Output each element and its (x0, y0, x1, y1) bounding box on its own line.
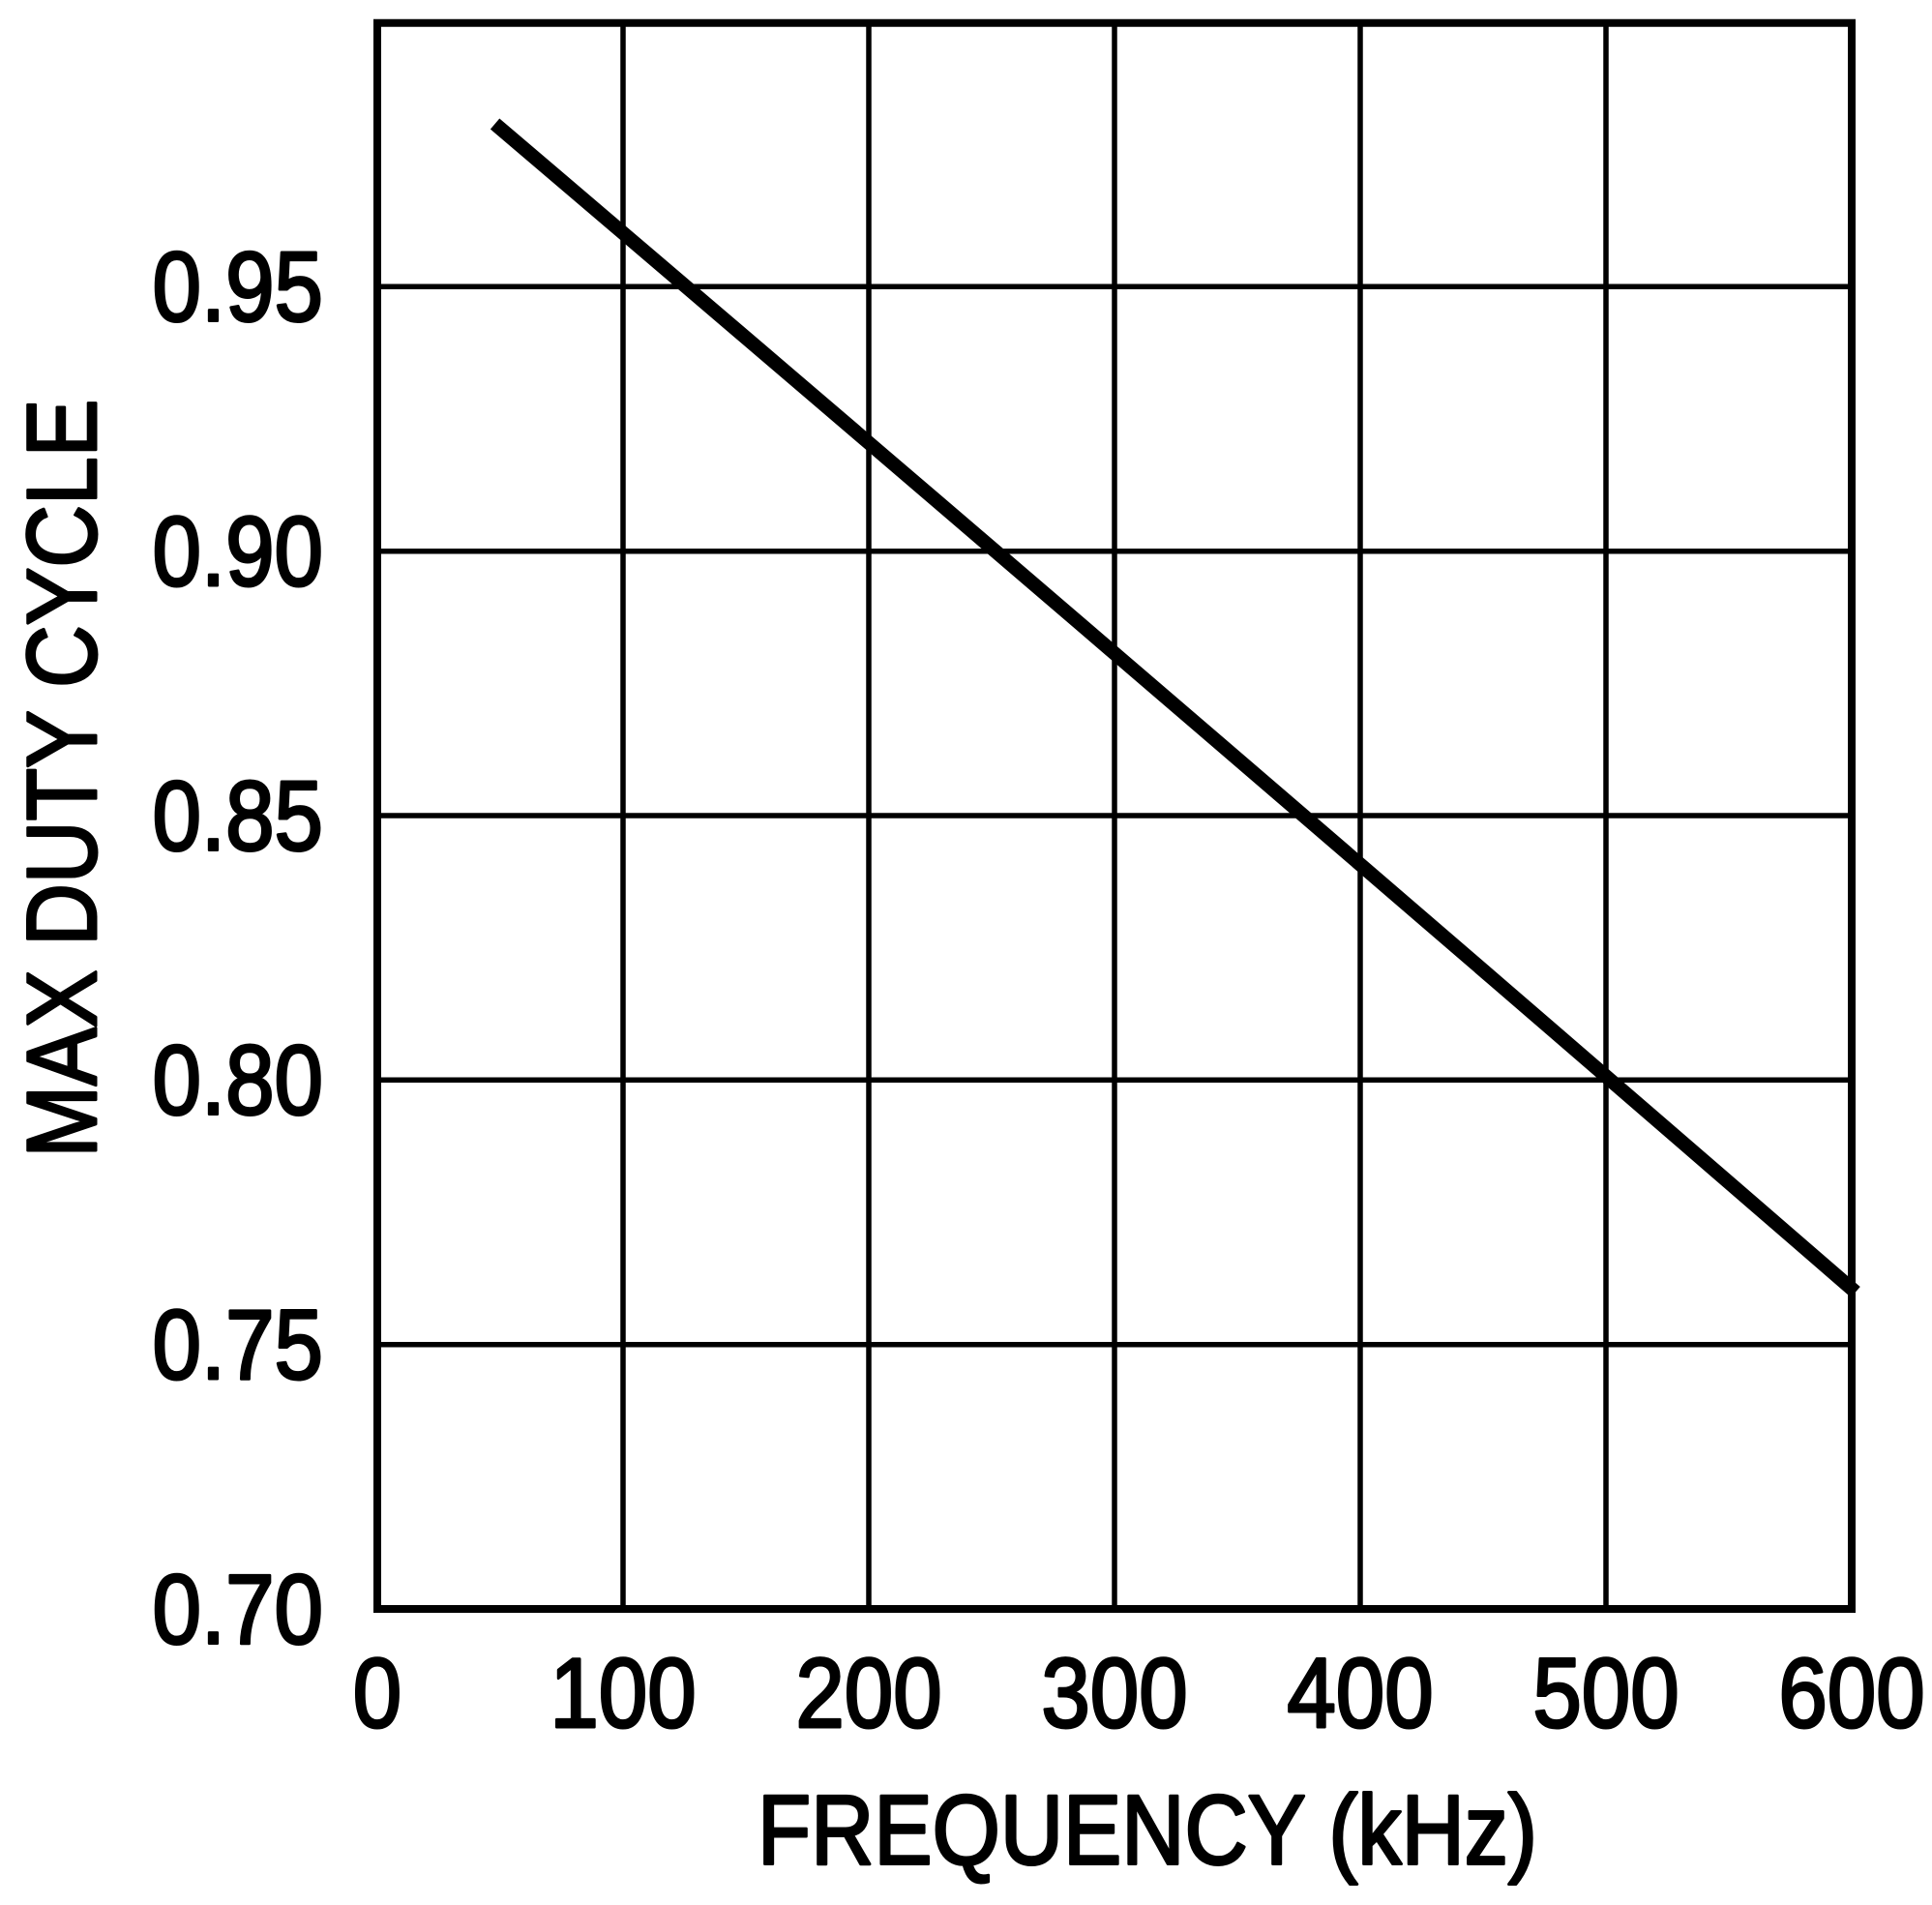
svg-text:200: 200 (795, 1637, 941, 1748)
svg-text:300: 300 (1041, 1637, 1187, 1748)
svg-text:0.85: 0.85 (153, 759, 324, 871)
svg-text:0.90: 0.90 (153, 495, 324, 607)
svg-text:0.75: 0.75 (153, 1289, 324, 1400)
svg-text:400: 400 (1287, 1637, 1433, 1748)
svg-text:100: 100 (550, 1637, 696, 1748)
svg-text:0: 0 (353, 1637, 401, 1748)
svg-text:600: 600 (1778, 1637, 1924, 1748)
svg-text:500: 500 (1532, 1637, 1679, 1748)
svg-text:FREQUENCY (kHz): FREQUENCY (kHz) (758, 1774, 1537, 1886)
svg-text:0.80: 0.80 (153, 1025, 324, 1136)
svg-text:0.70: 0.70 (153, 1553, 324, 1664)
svg-text:MAX DUTY CYCLE: MAX DUTY CYCLE (6, 400, 117, 1158)
svg-text:0.95: 0.95 (153, 231, 324, 342)
